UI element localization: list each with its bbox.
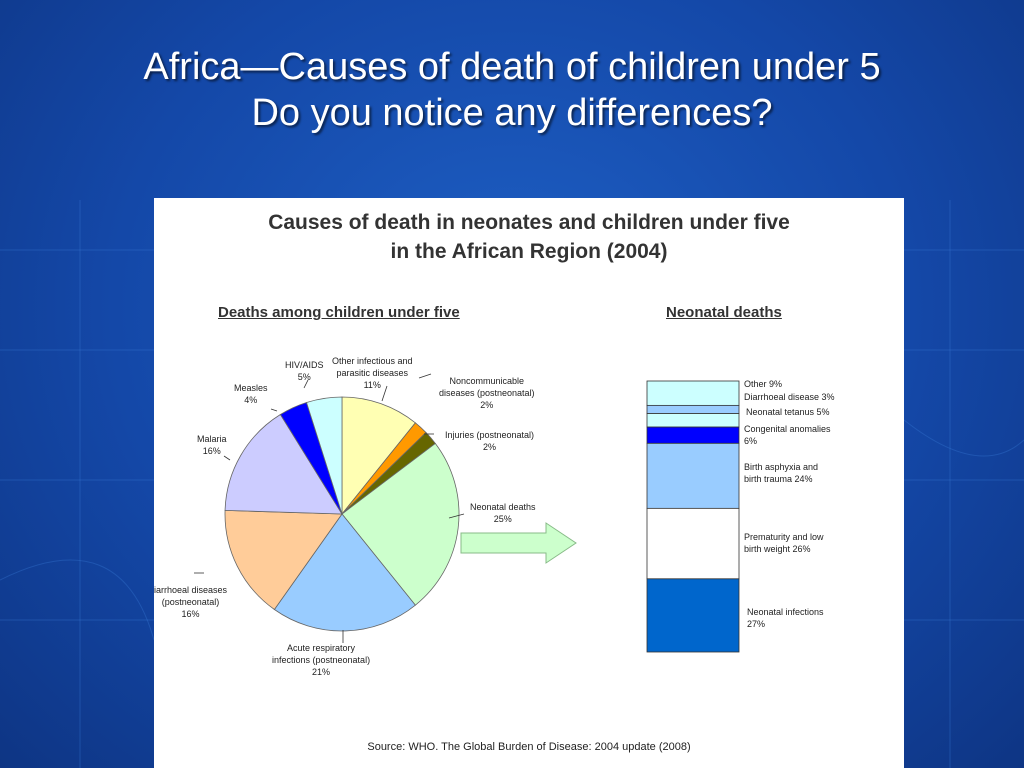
bar-segment-neonatal-tetanus — [646, 413, 740, 428]
pie-slice-other-infectious-and-parasitic-diseases — [341, 396, 416, 516]
bar-label-congenital: Congenital anomalies 6% — [744, 424, 831, 446]
bar-segment-diarrhoeal-disease — [646, 404, 740, 414]
chart-figure: Causes of death in neonates and children… — [154, 198, 904, 768]
pie-label-injuries: Injuries (postneonatal) 2% — [445, 430, 535, 452]
bar-label-birth-asphyxia: Birth asphyxia and birth trauma 24% — [744, 462, 819, 484]
leader-line — [448, 513, 465, 519]
pie-label-malaria: Malaria 16% — [197, 434, 227, 456]
figure-title: Causes of death in neonates and children… — [154, 208, 904, 266]
pie-label-noncommunicable: Noncommunicable diseases (postneonatal) … — [439, 376, 535, 410]
figure-title-line2: in the African Region (2004) — [390, 240, 668, 263]
slide-title-line1: Africa—Causes of death of children under… — [143, 46, 881, 88]
pie-leader-lines — [194, 373, 465, 643]
leader-line — [223, 455, 231, 461]
bar-segment-neonatal-infections — [646, 578, 740, 653]
source-note: Source: WHO. The Global Burden of Diseas… — [367, 741, 691, 753]
pie-chart — [224, 396, 460, 632]
slide-title-line2: Do you notice any differences? — [251, 92, 773, 134]
figure-title-line1: Causes of death in neonates and children… — [268, 211, 790, 234]
bar-label-prematurity: Prematurity and low birth weight 26% — [744, 532, 824, 554]
bar-chart-title: Neonatal deaths — [666, 304, 782, 321]
leader-line — [270, 408, 278, 412]
slide-title: Africa—Causes of death of children under… — [0, 44, 1024, 136]
pie-label-measles: Measles 4% — [234, 383, 268, 405]
bar-segment-other — [646, 380, 740, 406]
leader-line — [303, 379, 309, 389]
leader-line — [418, 373, 432, 379]
leader-line — [381, 385, 388, 402]
bar-label-diarrhoeal: Diarrhoeal disease 3% — [744, 392, 835, 402]
bar-segment-birth-asphyxia-and-birth-trauma — [646, 442, 740, 509]
pie-label-neonatal: Neonatal deaths 25% — [470, 502, 536, 524]
bar-label-tetanus: Neonatal tetanus 5% — [746, 407, 830, 417]
pie-slice-diarrhoeal-diseases-postneonatal — [224, 509, 343, 611]
bar-label-other: Other 9% — [744, 379, 783, 389]
pie-label-diarrhoeal: iarrhoeal diseases (postneonatal) 16% — [154, 585, 228, 619]
stacked-bar-chart — [646, 380, 740, 653]
charts-svg — [194, 373, 740, 653]
pie-label-other-infectious: Other infectious and parasitic diseases … — [332, 356, 413, 390]
pie-chart-title: Deaths among children under five — [218, 304, 460, 321]
pie-slice-malaria — [224, 413, 343, 515]
bar-label-neonatal-infections: Neonatal infections 27% — [747, 607, 824, 629]
bar-segment-prematurity-and-low-birth-weight — [646, 507, 740, 580]
pie-slice-neonatal-deaths — [341, 442, 460, 606]
pie-label-acute-respiratory: Acute respiratory infections (postneonat… — [272, 643, 371, 677]
pie-label-hiv-aids: HIV/AIDS 5% — [285, 360, 324, 382]
pie-slice-hiv-aids — [306, 396, 343, 515]
arrow-icon — [460, 522, 577, 564]
bar-segment-congenital-anomalies — [646, 426, 740, 444]
pie-slice-acute-respiratory-infections-postneonatal — [273, 513, 416, 632]
